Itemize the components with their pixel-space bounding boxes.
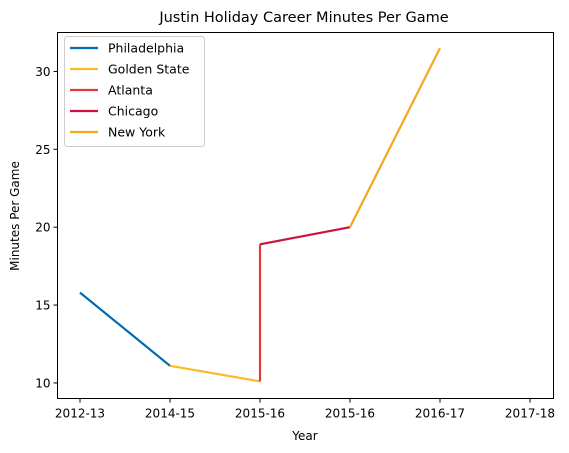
x-tick-label: 2016-17 [415,407,465,421]
y-tick-label: 20 [35,221,50,235]
y-axis: 10 15 20 25 30 [35,65,57,390]
x-tick-label: 2015-16 [235,407,285,421]
x-tick-label: 2014-15 [145,407,195,421]
chart-title: Justin Holiday Career Minutes Per Game [158,10,448,26]
x-axis: 2012-13 2014-15 2015-16 2015-16 2016-17 2017-… [55,399,555,421]
x-tick-label: 2017-18 [505,407,555,421]
legend: Philadelphia Golden State Atlanta Chicago Ne… [65,37,205,147]
y-tick-label: 30 [35,65,50,79]
series-line-new-york [350,48,440,227]
y-tick-label: 15 [35,299,50,313]
legend-label: New York [108,125,166,140]
y-tick-label: 10 [35,376,50,390]
legend-label: Golden State [108,62,190,77]
series-line-golden-state [170,366,260,382]
legend-label: Chicago [108,104,158,119]
series-line-chicago [260,227,350,244]
x-tick-label: 2012-13 [55,407,105,421]
y-axis-label: Minutes Per Game [8,161,22,271]
x-tick-label: 2015-16 [325,407,375,421]
series-line-philadelphia [80,293,170,366]
x-axis-label: Year [291,429,317,443]
legend-label: Philadelphia [108,41,184,56]
y-tick-label: 25 [35,143,50,157]
legend-label: Atlanta [108,83,153,98]
